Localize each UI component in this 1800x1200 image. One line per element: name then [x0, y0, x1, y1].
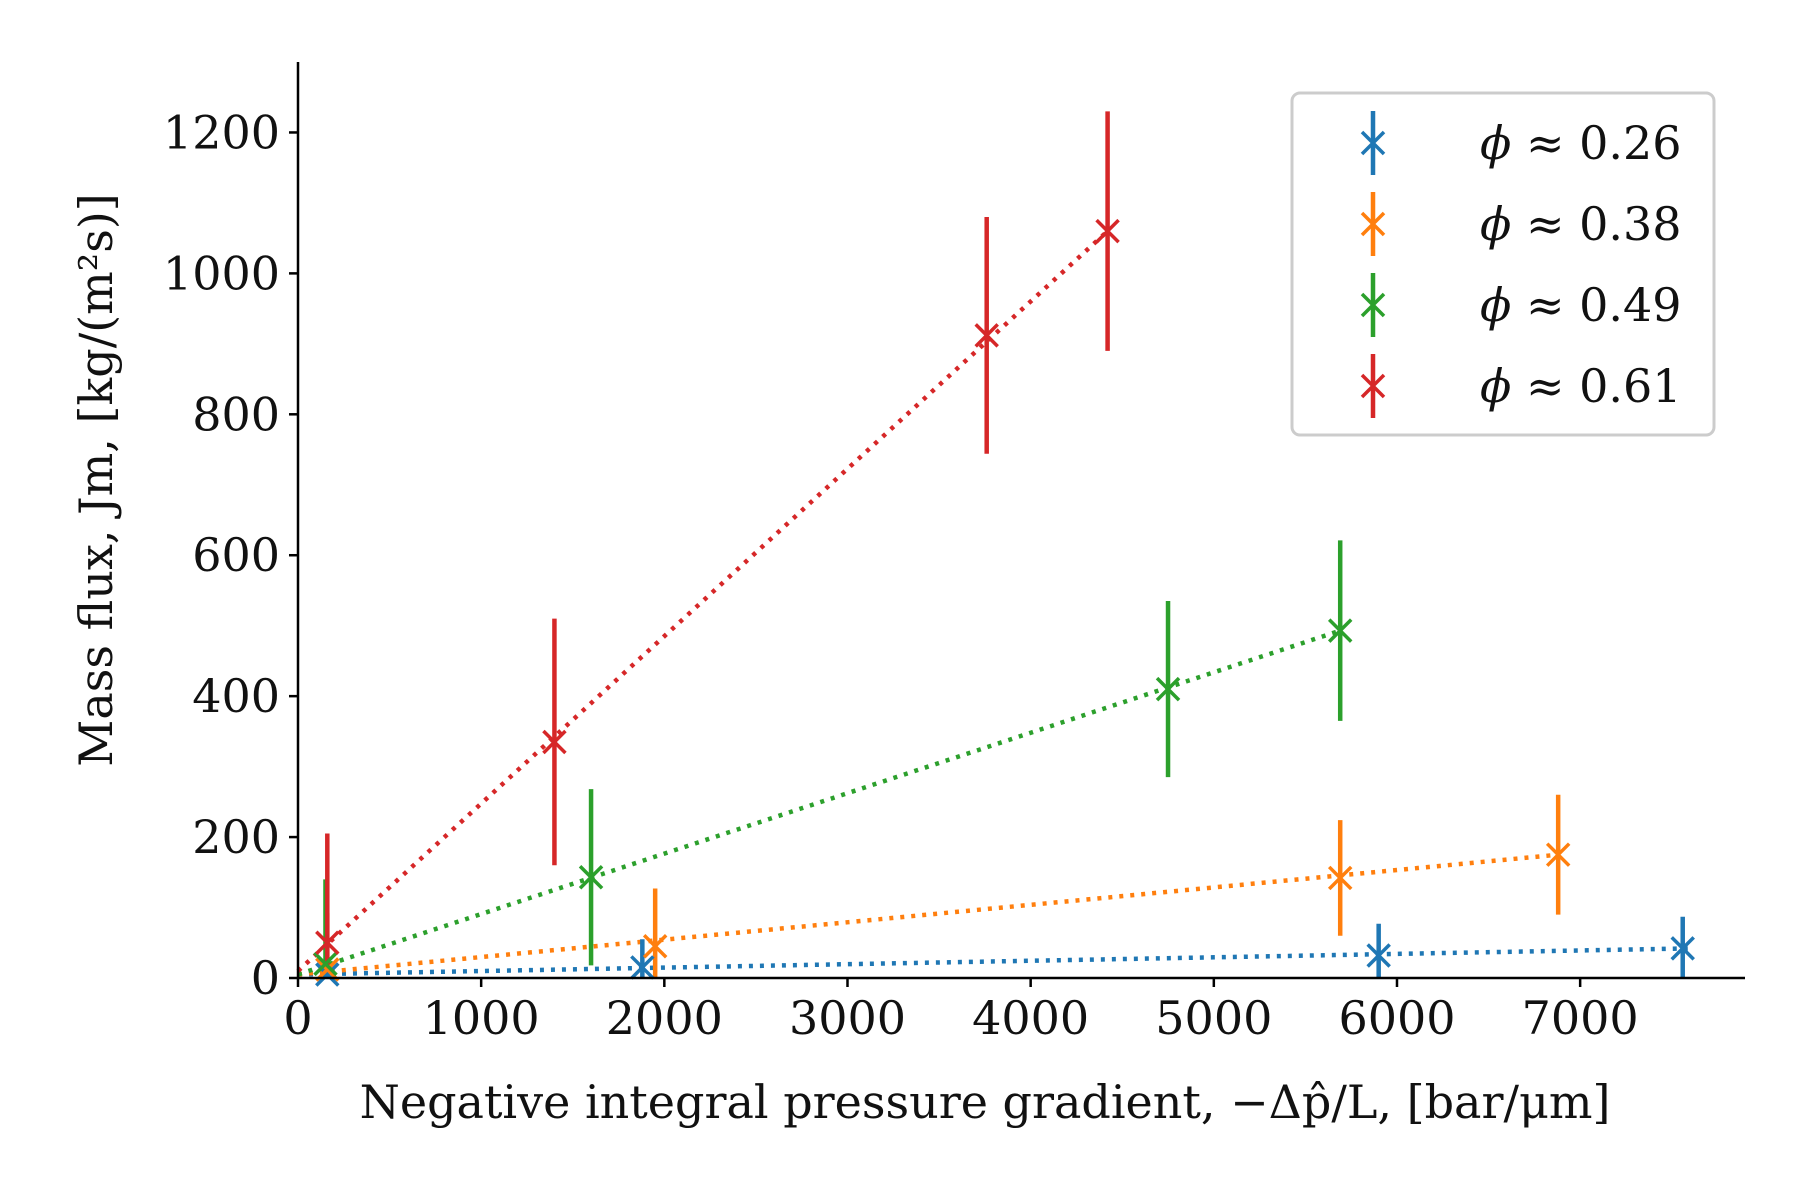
- legend-marker: [1360, 211, 1386, 237]
- x-axis-ticks: 0 1000 2000 3000 4000 5000 6000 7000: [283, 978, 1639, 1045]
- x-axis-label: Negative integral pressure gradient, −Δp…: [360, 1075, 1611, 1129]
- marker-stroke: [974, 323, 999, 348]
- legend-symbol: ϕ: [1480, 359, 1511, 413]
- legend-label: ϕ ≈ 0.49: [1480, 278, 1682, 332]
- legend: ϕ ≈ 0.26ϕ ≈ 0.38ϕ ≈ 0.49ϕ ≈ 0.61: [1290, 91, 1716, 437]
- legend-frame: [1290, 91, 1716, 437]
- data-point: [1155, 676, 1181, 702]
- marker-stroke: [578, 865, 604, 890]
- legend-symbol: ϕ: [1480, 197, 1511, 251]
- y-axis-label: Mass flux, Jm, [kg/(m²s)]: [69, 193, 123, 766]
- marker-stroke: [1366, 943, 1391, 968]
- data-point: [578, 865, 604, 890]
- legend-entry: ϕ ≈ 0.38: [1360, 192, 1682, 256]
- legend-value: ≈ 0.49: [1511, 278, 1681, 332]
- marker-stroke: [1327, 865, 1353, 891]
- legend-value: ≈ 0.26: [1511, 116, 1681, 170]
- data-point: [542, 729, 567, 755]
- y-tick-label: 1200: [163, 105, 280, 159]
- legend-value: ≈ 0.61: [1511, 359, 1681, 413]
- marker-stroke: [1327, 618, 1353, 643]
- x-tick-label: 5000: [1155, 991, 1272, 1045]
- marker-stroke: [1670, 936, 1695, 961]
- marker-stroke: [630, 955, 655, 980]
- marker-stroke: [542, 729, 567, 755]
- y-axis-ticks: 0 200 400 600 800 1000 1200: [163, 105, 298, 1005]
- data-point: [642, 934, 668, 959]
- legend-symbol: ϕ: [1480, 278, 1511, 332]
- y-tick-label: 200: [192, 810, 280, 864]
- marker-stroke: [315, 930, 340, 956]
- legend-marker: [1360, 292, 1386, 318]
- data-point: [1095, 218, 1120, 244]
- y-tick-label: 0: [251, 951, 280, 1005]
- x-tick-label: 3000: [789, 991, 906, 1045]
- legend-marker: [1360, 130, 1386, 156]
- fit-line: [297, 946, 1691, 977]
- marker-stroke: [1155, 676, 1181, 702]
- fit-line: [297, 628, 1341, 977]
- x-tick-label: 0: [283, 991, 312, 1045]
- legend-marker: [1360, 373, 1386, 399]
- x-tick-label: 2000: [606, 991, 723, 1045]
- data-point: [630, 955, 655, 980]
- marker-stroke: [1545, 842, 1571, 867]
- legend-label: ϕ ≈ 0.26: [1480, 116, 1682, 170]
- y-tick-label: 600: [192, 528, 280, 582]
- data-markers: [313, 218, 1695, 987]
- data-point: [315, 930, 340, 956]
- data-point: [313, 951, 338, 977]
- data-point: [1366, 943, 1391, 968]
- legend-entry: ϕ ≈ 0.26: [1360, 111, 1682, 175]
- legend-symbol: ϕ: [1480, 116, 1511, 170]
- x-tick-label: 7000: [1522, 991, 1639, 1045]
- x-tick-label: 4000: [972, 991, 1089, 1045]
- marker-stroke: [642, 934, 668, 959]
- data-point: [1545, 842, 1571, 867]
- legend-label: ϕ ≈ 0.61: [1480, 359, 1682, 413]
- marker-stroke: [313, 951, 338, 977]
- y-tick-label: 800: [192, 387, 280, 441]
- marker-stroke: [315, 962, 340, 987]
- data-point: [1327, 865, 1353, 891]
- legend-label: ϕ ≈ 0.38: [1480, 197, 1682, 251]
- data-point: [1670, 936, 1695, 961]
- y-tick-label: 400: [192, 669, 280, 723]
- data-point: [1327, 618, 1353, 643]
- fit-line: [296, 229, 1110, 973]
- x-tick-label: 1000: [423, 991, 540, 1045]
- data-point: [974, 323, 999, 348]
- y-tick-label: 1000: [163, 246, 280, 300]
- marker-stroke: [1095, 218, 1120, 244]
- legend-value: ≈ 0.38: [1511, 197, 1681, 251]
- legend-entry: ϕ ≈ 0.61: [1360, 354, 1682, 418]
- legend-entry: ϕ ≈ 0.49: [1360, 273, 1682, 337]
- x-tick-label: 6000: [1338, 991, 1455, 1045]
- fit-line: [297, 852, 1559, 977]
